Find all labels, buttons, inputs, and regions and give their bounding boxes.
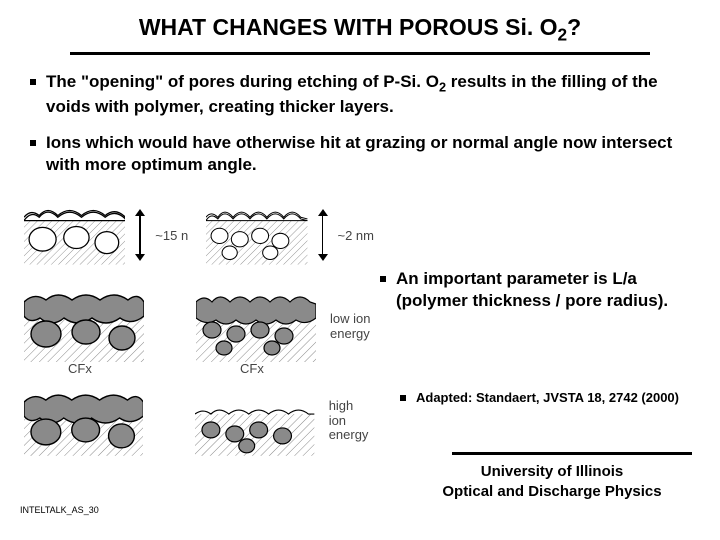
- diagram-row-3: high ionenergy: [24, 386, 374, 456]
- pore-cell-high-large: [24, 386, 143, 456]
- dimension-label: ~15 n: [155, 228, 188, 243]
- bullet-item: Ions which would have otherwise hit at g…: [30, 132, 682, 176]
- cfx-label: CFx: [68, 361, 92, 376]
- dimension-arrow-icon: [133, 209, 145, 261]
- bullet-item: The "opening" of pores during etching of…: [30, 71, 682, 118]
- pore-cell-open-large: [24, 200, 125, 270]
- bullet-icon: [380, 276, 386, 282]
- bullet-list: The "opening" of pores during etching of…: [0, 71, 720, 176]
- pore-cell-open-small: [206, 200, 307, 270]
- credit-text: Adapted: Standaert, JVSTA 18, 2742 (2000…: [416, 390, 679, 407]
- pore-cell-high-small: [195, 386, 314, 456]
- footer-affiliation: University of Illinois Optical and Disch…: [412, 462, 692, 501]
- pore-cell-filled-large: CFx: [24, 292, 144, 362]
- bullet-icon: [30, 79, 36, 85]
- footer-divider: [452, 452, 692, 455]
- bullet-icon: [400, 395, 406, 401]
- credit-bullet: Adapted: Standaert, JVSTA 18, 2742 (2000…: [400, 390, 720, 407]
- side-bullet-text: An important parameter is L/a (polymer t…: [396, 268, 700, 312]
- bullet-text: Ions which would have otherwise hit at g…: [46, 132, 682, 176]
- diagram-row-1: ~15 n ~2 nm: [24, 200, 374, 270]
- title-underline: [70, 52, 650, 55]
- pore-cell-filled-small: CFx: [196, 292, 316, 362]
- dimension-label: ~2 nm: [338, 228, 375, 243]
- cfx-label: CFx: [240, 361, 264, 376]
- row-label-high-ion: high ionenergy: [329, 399, 374, 444]
- dimension-arrow-icon: [316, 209, 328, 261]
- diagram-row-2: CFx CFx low ionenergy: [24, 292, 374, 362]
- pore-diagram: ~15 n ~2 nm CFx: [24, 200, 374, 510]
- bullet-icon: [30, 140, 36, 146]
- bullet-text: The "opening" of pores during etching of…: [46, 71, 682, 118]
- row-label-low-ion: low ionenergy: [330, 312, 370, 342]
- slide-title: WHAT CHANGES WITH POROUS Si. O2?: [0, 0, 720, 52]
- side-bullet: An important parameter is L/a (polymer t…: [380, 268, 700, 312]
